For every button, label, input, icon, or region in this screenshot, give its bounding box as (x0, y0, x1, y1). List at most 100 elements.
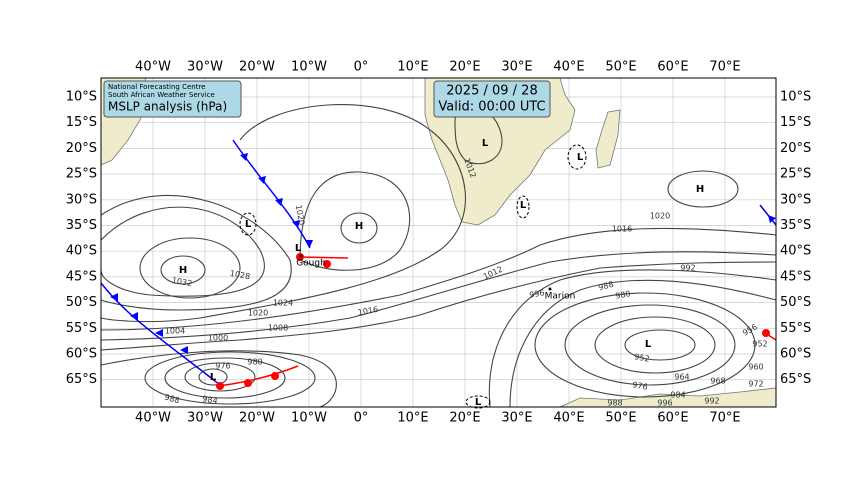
isobar-label: 964 (674, 373, 689, 382)
lat-label: 10°S (780, 90, 811, 105)
isobar-label: 1008 (268, 324, 288, 333)
lon-label: 30°W (187, 411, 223, 426)
lon-label: 20°E (449, 60, 480, 75)
isobar-label: 1016 (357, 305, 379, 317)
pressure-system: H (696, 184, 704, 195)
lat-label: 60°S (66, 347, 97, 362)
isobar-label: 1028 (229, 269, 251, 281)
pressure-system: L (475, 397, 482, 408)
lat-label: 50°S (780, 295, 811, 310)
lat-label: 25°S (780, 167, 811, 182)
isobar-label: 984 (202, 394, 219, 406)
lat-label: 45°S (780, 269, 811, 284)
isobar-label: 996 (657, 399, 672, 408)
lat-label: 30°S (66, 192, 97, 207)
isobar-label: 1020 (248, 309, 268, 318)
lon-label: 60°E (657, 60, 688, 75)
place-dot (299, 254, 303, 258)
lat-label: 15°S (780, 115, 811, 130)
lon-label: 30°E (501, 60, 532, 75)
lat-label: 20°S (780, 141, 811, 156)
lat-label: 45°S (66, 269, 97, 284)
pressure-system: L (520, 200, 527, 211)
lat-label: 35°S (780, 218, 811, 233)
lon-label: 30°W (187, 60, 223, 75)
pressure-system: L (645, 339, 652, 350)
date-box (433, 80, 551, 118)
lat-label: 30°S (780, 192, 811, 207)
pressure-system: L (210, 372, 217, 383)
agency: South African Weather Service (108, 91, 215, 99)
lon-label: 10°W (291, 411, 327, 426)
isobar-label: 980 (615, 289, 632, 301)
lon-label: 20°W (239, 411, 275, 426)
isobar-label: 1024 (273, 299, 293, 308)
lon-label: 10°E (397, 411, 428, 426)
isobar-label: 968 (710, 377, 725, 386)
isobar-label: 1000 (208, 334, 228, 343)
pressure-system: H (179, 265, 187, 276)
lat-label: 35°S (66, 218, 97, 233)
place-label: Marion (545, 292, 576, 302)
isobar-label: 976 (215, 362, 230, 371)
date: 2025 / 09 / 28 (446, 84, 537, 99)
madagascar (595, 109, 621, 169)
lat-label: 40°S (66, 244, 97, 259)
lon-label: 70°E (709, 60, 740, 75)
info-box (103, 80, 242, 118)
isobar-label: 972 (748, 380, 763, 389)
isobar-label: 992 (680, 264, 695, 273)
pressure-system: L (577, 152, 584, 163)
lon-label: 50°E (605, 411, 636, 426)
lat-label: 65°S (780, 372, 811, 387)
lon-label: 40°E (553, 60, 584, 75)
isobar-label: 984 (670, 391, 685, 400)
pressure-system: H (355, 221, 363, 232)
map-frame (100, 77, 777, 408)
lat-label: 40°S (780, 244, 811, 259)
product: MSLP analysis (hPa) (108, 100, 227, 114)
pressure-system: L (245, 219, 252, 230)
lat-label: 60°S (780, 347, 811, 362)
lon-label: 50°E (605, 60, 636, 75)
lat-label: 50°S (66, 295, 97, 310)
isobar-label: 1004 (165, 327, 185, 336)
lon-label: 30°E (501, 411, 532, 426)
lon-label: 20°E (449, 411, 480, 426)
lon-label: 40°E (553, 411, 584, 426)
isobar-label: 988 (607, 399, 622, 408)
pressure-system: L (295, 243, 302, 254)
place-label: Gough (296, 259, 326, 269)
agency: National Forecasting Centre (108, 83, 205, 91)
lat-label: 25°S (66, 167, 97, 182)
lon-label: 10°E (397, 60, 428, 75)
isobar-label: 996 (529, 288, 546, 300)
lon-label: 70°E (709, 411, 740, 426)
isobar-label: 988 (163, 393, 180, 406)
isobar-label: 1032 (171, 276, 193, 288)
dashed-lows (239, 144, 587, 409)
isobar-label: 980 (247, 358, 262, 367)
isobar-label: 988 (597, 280, 614, 293)
lat-label: 65°S (66, 372, 97, 387)
lon-label: 60°E (657, 411, 688, 426)
place-dot (548, 287, 552, 291)
lon-label: 40°W (135, 411, 171, 426)
lat-label: 20°S (66, 141, 97, 156)
lon-label: 0° (354, 60, 369, 75)
pressure-system: L (482, 138, 489, 149)
isobar-label: 1020 (650, 212, 670, 221)
lon-label: 0° (354, 411, 369, 426)
isobar-label: 976 (632, 380, 649, 392)
valid-time: Valid: 00:00 UTC (438, 100, 545, 115)
lon-label: 10°W (291, 60, 327, 75)
isobar-label: 1020 (294, 204, 306, 226)
isobars (100, 104, 777, 408)
lat-label: 55°S (66, 321, 97, 336)
isobar-label: 1016 (612, 225, 632, 234)
isobar-label: 952 (634, 352, 651, 364)
lat-label: 10°S (66, 90, 97, 105)
lon-label: 20°W (239, 60, 275, 75)
lat-label: 55°S (780, 321, 811, 336)
